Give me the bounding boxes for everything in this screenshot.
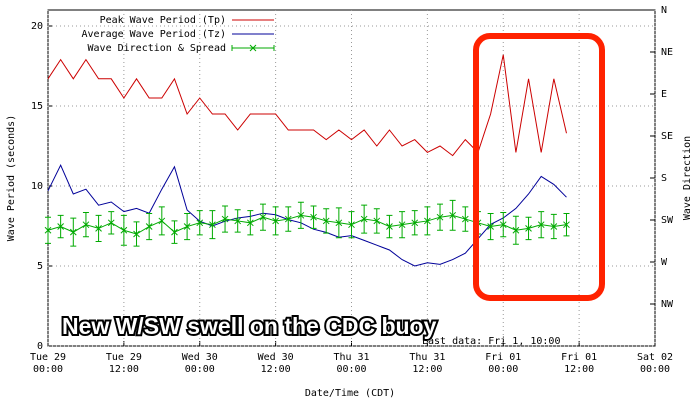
- point-marker: [196, 219, 204, 227]
- point-marker: [537, 221, 545, 229]
- x-tick-label: Tue 29 12:00: [105, 352, 142, 375]
- highlight-box: [473, 33, 605, 301]
- point-marker: [107, 219, 115, 227]
- y2-tick-label: W: [661, 257, 668, 268]
- point-marker: [499, 221, 507, 229]
- y-tick-label: 15: [31, 101, 43, 112]
- point-marker: [360, 215, 368, 223]
- point-marker: [335, 219, 343, 227]
- x-tick-label: Fri 01 12:00: [561, 352, 598, 375]
- point-marker: [386, 223, 393, 230]
- point-marker: [120, 226, 128, 234]
- y-tick-label: 5: [37, 261, 43, 272]
- point-marker: [272, 217, 279, 225]
- y-tick-label: 0: [37, 341, 43, 352]
- point-marker: [221, 215, 229, 223]
- x-axis-label: Date/Time (CDT): [305, 388, 395, 399]
- x-tick-label: Wed 30 00:00: [181, 352, 218, 375]
- point-marker: [449, 211, 457, 219]
- x-tick-label: Tue 29 00:00: [29, 352, 67, 375]
- y2-tick-label: E: [661, 89, 667, 100]
- legend-label: Average Wave Period (Tz): [82, 29, 227, 40]
- point-marker: [550, 223, 558, 230]
- point-marker: [525, 225, 532, 232]
- point-marker: [171, 228, 178, 236]
- point-marker: [436, 213, 444, 221]
- point-marker: [398, 221, 406, 229]
- point-marker: [487, 223, 494, 230]
- x-tick-label: Thu 31 00:00: [333, 352, 370, 375]
- point-marker: [322, 217, 330, 225]
- point-marker: [373, 217, 381, 225]
- series-line: [47, 164, 567, 267]
- y-axis-label: Wave Period (seconds): [6, 115, 17, 241]
- legend-swatch-marker: [249, 44, 257, 52]
- y-tick-label: 20: [31, 21, 43, 32]
- point-marker: [461, 215, 469, 223]
- point-marker: [512, 226, 520, 234]
- y-tick-label: 10: [31, 181, 43, 192]
- point-marker: [44, 226, 52, 234]
- y2-tick-label: S: [661, 173, 667, 184]
- x-tick-label: Thu 31 12:00: [409, 352, 446, 375]
- point-marker: [310, 213, 317, 221]
- y2-tick-label: NE: [661, 47, 673, 58]
- y2-axis-label: Wave Direction: [682, 136, 693, 220]
- point-marker: [234, 217, 242, 225]
- point-marker: [424, 217, 431, 225]
- overlay-caption: New W/SW swell on the CDC buoy: [62, 313, 437, 339]
- point-marker: [57, 223, 64, 230]
- y2-tick-label: NW: [661, 299, 674, 310]
- legend-label: Peak Wave Period (Tp): [100, 15, 226, 26]
- series-line: [47, 54, 567, 157]
- point-marker: [69, 228, 77, 236]
- point-marker: [259, 213, 267, 221]
- point-marker: [246, 219, 254, 227]
- point-marker: [95, 225, 102, 232]
- x-tick-label: Fri 01 00:00: [485, 352, 522, 375]
- point-marker: [133, 230, 140, 238]
- point-marker: [411, 219, 419, 227]
- point-marker: [145, 223, 153, 230]
- point-marker: [284, 215, 292, 223]
- annotation: Last data: Fri 1, 10:00: [422, 336, 560, 347]
- point-marker: [158, 217, 166, 225]
- legend-label: Wave Direction & Spread: [88, 43, 226, 54]
- point-marker: [183, 223, 191, 230]
- y2-tick-label: SW: [661, 215, 674, 226]
- point-marker: [82, 221, 90, 229]
- x-tick-label: Sat 02 00:00: [636, 352, 674, 375]
- y2-tick-label: N: [661, 5, 667, 16]
- point-marker: [297, 211, 305, 219]
- point-marker: [209, 221, 216, 229]
- y2-tick-label: SE: [661, 131, 673, 142]
- point-marker: [348, 221, 355, 229]
- point-marker: [563, 221, 570, 229]
- series-line: [47, 214, 567, 235]
- x-tick-label: Wed 30 12:00: [257, 352, 294, 375]
